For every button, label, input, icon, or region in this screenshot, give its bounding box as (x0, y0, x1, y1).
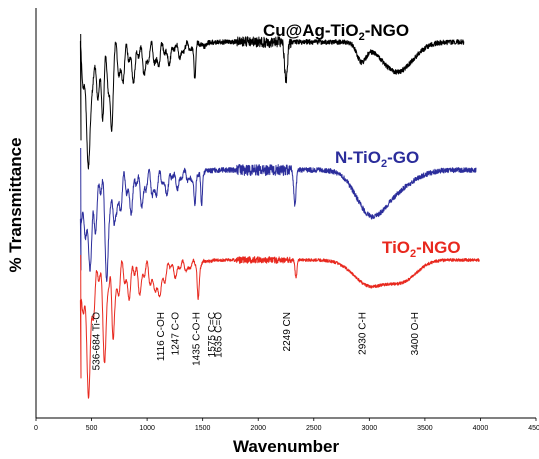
x-tick-label: 4000 (473, 425, 489, 432)
x-tick-label: 2500 (306, 425, 322, 432)
series-label-rest: -NGO (416, 238, 460, 257)
x-tick-label: 1000 (139, 425, 155, 432)
peak-annotation: 3400 O-H (410, 312, 421, 355)
peak-annotations: 536-684 Ti-O 1116 C-OH 1247 C-O 1435 C-O-H 1… (92, 312, 421, 371)
peak-annotation: 536-684 Ti-O (92, 312, 103, 371)
peak-annotation: 1575 C=C (207, 312, 218, 357)
series-line-2 (79, 147, 477, 282)
peak-annotation: 2930 C-H (358, 312, 369, 355)
x-axis-title: Wavenumber (233, 437, 340, 456)
x-tick-label: 3500 (417, 425, 433, 432)
series-label-rest: -NGO (365, 21, 409, 40)
peak-annotation: 2249 CN (282, 312, 293, 351)
x-tick-label: 4500 (528, 425, 539, 432)
spectra (79, 33, 480, 399)
x-tick-label: 1500 (195, 425, 211, 432)
x-tick-label: 0 (34, 425, 38, 432)
series-label-main: TiO (382, 238, 410, 257)
series-label-subscript: 2 (410, 248, 416, 260)
series-label-2: N-TiO2-GO (335, 148, 419, 170)
x-tick-label: 3000 (362, 425, 378, 432)
series-label-subscript: 2 (359, 31, 365, 43)
peak-annotation: 1116 C-OH (156, 312, 167, 361)
series-line-3 (79, 254, 480, 399)
series-label-main: N-TiO (335, 148, 381, 167)
series-label-3: TiO2-NGO (382, 238, 461, 260)
peak-annotation: 1635 C=O (214, 312, 225, 358)
peak-annotation: 1435 C-O-H (191, 312, 202, 366)
series-label-rest: -GO (387, 148, 419, 167)
peak-annotation: 1247 C-O (171, 312, 182, 356)
x-tick-label: 2000 (250, 425, 266, 432)
y-axis-title: % Transmittance (6, 137, 25, 272)
series-line-1 (79, 33, 465, 170)
series-label-1: Cu@Ag-TiO2-NGO (263, 21, 409, 43)
axes: 0 500 1000 1500 2000 2500 3000 3500 4000 4500 (34, 8, 539, 432)
series-label-main: Cu@Ag-TiO (263, 21, 359, 40)
series-label-subscript: 2 (381, 158, 387, 170)
x-tick-label: 500 (86, 425, 98, 432)
